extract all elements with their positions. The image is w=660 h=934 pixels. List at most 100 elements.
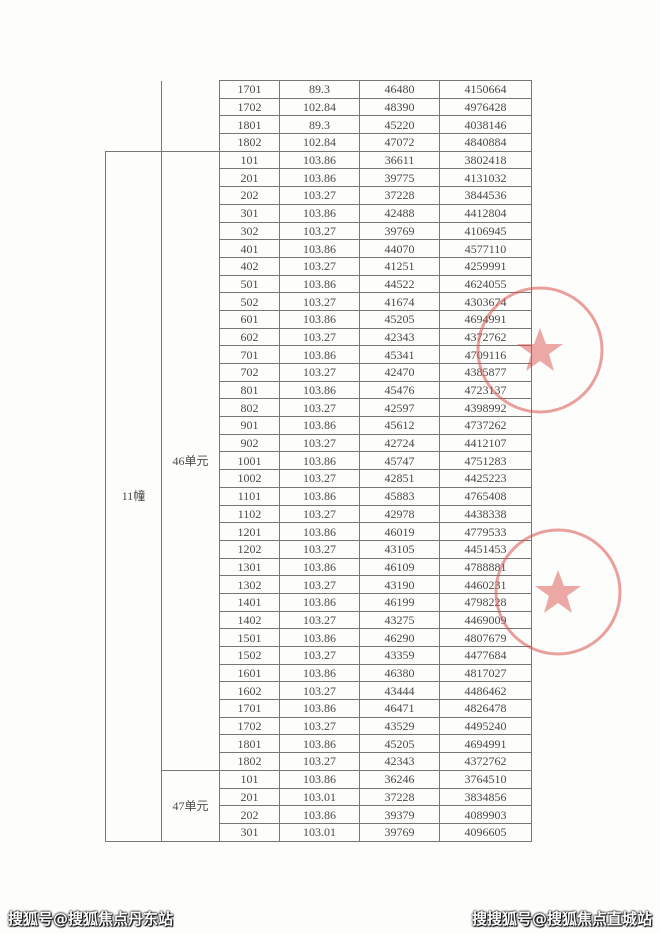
- table-row: 1701 89.3 46480 4150664: [105, 80, 532, 152]
- total-price-cell: 4807679: [439, 628, 532, 647]
- area-cell: 103.86: [279, 380, 360, 400]
- unit-price-cell: 48390: [359, 97, 440, 117]
- total-price-cell: 4106945: [439, 221, 532, 241]
- unit-price-cell: 45883: [359, 486, 440, 506]
- unit-price-cell: 36246: [359, 769, 440, 789]
- table-row: 1701 103.86 46471 4826478: [106, 699, 532, 718]
- total-price-cell: 4425223: [439, 469, 532, 488]
- table-row: 201 103.01 37228 3834856: [106, 787, 532, 807]
- total-price-cell: 4038146: [439, 115, 532, 135]
- room-number-cell: 502: [219, 292, 280, 311]
- total-price-cell: 4779533: [439, 522, 532, 541]
- area-cell: 103.27: [279, 716, 360, 736]
- unit-cell: 47单元: [161, 769, 220, 842]
- room-number-cell: 201: [219, 787, 280, 807]
- unit-price-cell: 42488: [359, 203, 440, 223]
- area-cell: 103.86: [279, 203, 360, 223]
- area-cell: 103.01: [279, 822, 360, 842]
- table-row: 202 103.86 39379 4089903: [106, 805, 532, 824]
- unit-price-cell: 43190: [359, 575, 440, 594]
- room-number-cell: 1201: [219, 522, 280, 541]
- table-row: 1602 103.27 43444 4486462: [106, 681, 532, 701]
- unit-price-cell: 46380: [359, 663, 440, 683]
- unit-price-cell: 45341: [359, 345, 440, 364]
- room-number-cell: 702: [219, 363, 280, 382]
- unit-price-cell: 39379: [359, 805, 440, 824]
- total-price-cell: 4709116: [439, 345, 532, 364]
- building-cell-continued: [105, 80, 162, 152]
- area-cell: 103.86: [279, 416, 360, 435]
- area-cell: 103.86: [279, 168, 360, 188]
- total-price-cell: 4798228: [439, 592, 532, 612]
- total-price-cell: 4089903: [439, 805, 532, 824]
- table-row: 1702 103.27 43529 4495240: [106, 716, 532, 736]
- total-price-cell: 3802418: [439, 150, 532, 170]
- unit-price-cell: 43444: [359, 681, 440, 701]
- room-number-cell: 1702: [219, 97, 280, 117]
- room-number-cell: 802: [219, 398, 280, 418]
- total-price-cell: 4486462: [439, 681, 532, 701]
- room-number-cell: 101: [219, 150, 280, 170]
- table-row: 1801 103.86 45205 4694991: [106, 734, 532, 754]
- unit-price-cell: 42343: [359, 752, 440, 771]
- total-price-cell: 4372762: [439, 327, 532, 347]
- building-cell: 11幢: [105, 150, 162, 842]
- area-cell: 103.86: [279, 734, 360, 754]
- room-number-cell: 1301: [219, 557, 280, 577]
- table-row: 302 103.27 39769 4106945: [106, 221, 532, 241]
- room-number-cell: 1801: [219, 734, 280, 754]
- room-number-cell: 1801: [219, 115, 280, 135]
- room-number-cell: 1102: [219, 504, 280, 524]
- room-number-cell: 1602: [219, 681, 280, 701]
- total-price-cell: 4477684: [439, 646, 532, 665]
- unit-price-cell: 45205: [359, 309, 440, 329]
- table-row: 11幢 46单元 101 103.86 36611 3802418: [105, 150, 532, 842]
- area-cell: 103.86: [279, 557, 360, 577]
- table-row: 1802 102.84 47072 4840884: [106, 133, 532, 152]
- table-row: 202 103.27 37228 3844536: [106, 186, 532, 205]
- table-row: 47单元 101 103.86 36246 3764510: [106, 769, 532, 842]
- area-cell: 103.86: [279, 769, 360, 789]
- room-number-cell: 901: [219, 416, 280, 435]
- unit-price-cell: 43359: [359, 646, 440, 665]
- room-number-cell: 301: [219, 822, 280, 842]
- total-price-cell: 4624055: [439, 274, 532, 294]
- total-price-cell: 4131032: [439, 168, 532, 188]
- area-cell: 103.27: [279, 539, 360, 559]
- area-cell: 103.27: [279, 221, 360, 241]
- room-number-cell: 801: [219, 380, 280, 400]
- table-row: 201 103.86 39775 4131032: [106, 168, 532, 188]
- area-cell: 103.86: [279, 309, 360, 329]
- unit-price-cell: 37228: [359, 186, 440, 205]
- table-row: 402 103.27 41251 4259991: [106, 256, 532, 276]
- unit-price-cell: 43529: [359, 716, 440, 736]
- area-cell: 103.27: [279, 398, 360, 418]
- area-cell: 89.3: [279, 80, 360, 99]
- area-cell: 103.27: [279, 610, 360, 630]
- unit-price-cell: 37228: [359, 787, 440, 807]
- table-row: 1101 103.86 45883 4765408: [106, 486, 532, 506]
- area-cell: 103.27: [279, 363, 360, 382]
- room-number-cell: 401: [219, 239, 280, 258]
- room-number-cell: 601: [219, 309, 280, 329]
- room-number-cell: 202: [219, 186, 280, 205]
- total-price-cell: 4737262: [439, 416, 532, 435]
- total-price-cell: 4303674: [439, 292, 532, 311]
- unit-cell-continued: [161, 80, 220, 152]
- unit-price-cell: 45220: [359, 115, 440, 135]
- room-number-cell: 1501: [219, 628, 280, 647]
- area-cell: 103.27: [279, 292, 360, 311]
- total-price-cell: 4438338: [439, 504, 532, 524]
- total-price-cell: 4460231: [439, 575, 532, 594]
- unit-price-cell: 36611: [359, 150, 440, 170]
- unit-price-cell: 46471: [359, 699, 440, 718]
- total-price-cell: 4694991: [439, 734, 532, 754]
- room-number-cell: 101: [219, 769, 280, 789]
- area-cell: 103.27: [279, 327, 360, 347]
- total-price-cell: 4788881: [439, 557, 532, 577]
- total-price-cell: 4150664: [439, 80, 532, 99]
- unit-price-cell: 42851: [359, 469, 440, 488]
- unit-price-cell: 46480: [359, 80, 440, 99]
- room-number-cell: 701: [219, 345, 280, 364]
- watermark-right: 搜搜狐号@搜狐焦点直城站: [471, 910, 652, 928]
